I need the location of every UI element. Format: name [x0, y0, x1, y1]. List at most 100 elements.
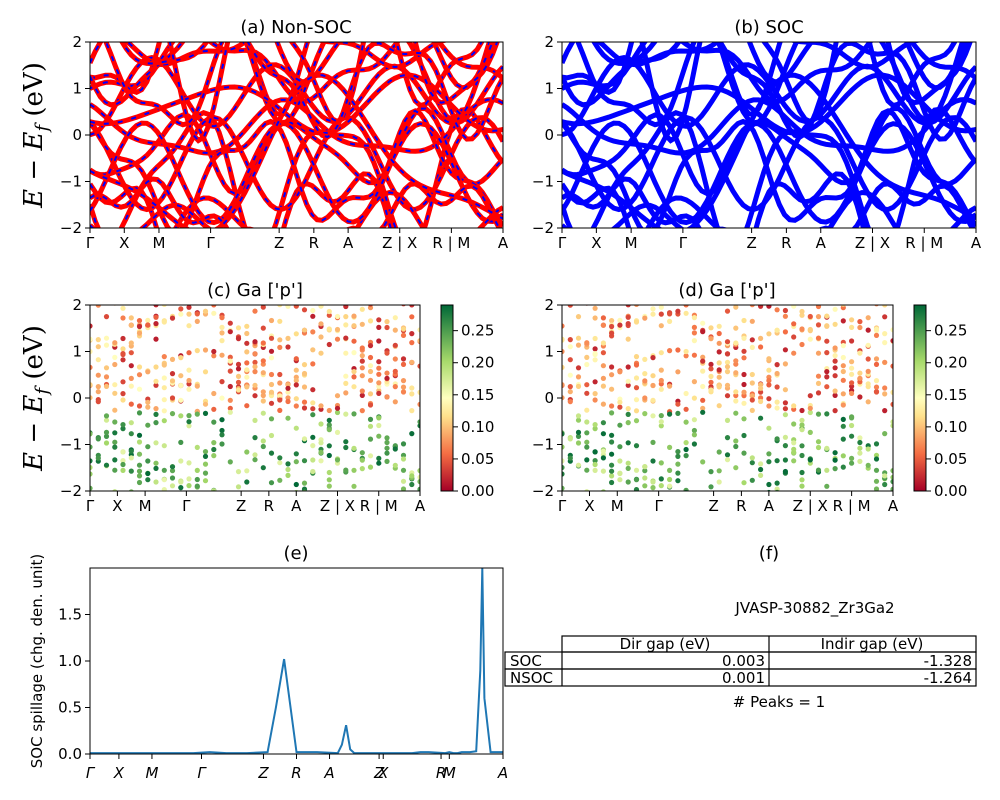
band-point	[335, 238, 340, 243]
band-point	[683, 440, 689, 446]
band-point	[318, 350, 324, 356]
band-point	[252, 359, 258, 365]
band-point	[824, 276, 829, 281]
band-point	[733, 517, 738, 522]
band-point	[675, 461, 681, 467]
band-point	[376, 324, 382, 330]
band-point	[228, 553, 233, 558]
band-point	[873, 456, 880, 462]
band-point	[417, 543, 422, 548]
band-point	[161, 443, 167, 449]
band-point	[326, 422, 332, 428]
x-tick-label: R	[781, 234, 791, 252]
band-point	[724, 417, 731, 423]
band-point	[186, 413, 192, 419]
band-point	[815, 305, 822, 310]
band-point	[136, 403, 143, 409]
band-point	[815, 314, 822, 320]
band-point	[667, 483, 673, 489]
band-point	[244, 367, 250, 373]
band-point	[890, 486, 893, 491]
band-point	[684, 523, 689, 528]
band-point	[227, 405, 233, 411]
band-point	[392, 384, 398, 390]
band-point	[650, 306, 656, 312]
x-tick-label: A	[971, 234, 982, 252]
panel-a-title: (a) Non-SOC	[240, 17, 351, 38]
band-point	[334, 409, 341, 416]
band-point	[675, 410, 681, 416]
table-row	[504, 668, 977, 687]
band-point	[178, 373, 184, 379]
band-point	[318, 334, 324, 340]
x-tick-label: Γ	[197, 764, 207, 782]
band-point	[128, 322, 134, 328]
band-point	[782, 468, 789, 475]
band-point	[268, 416, 275, 422]
band-point	[882, 574, 887, 579]
band-point	[576, 280, 581, 285]
colorbar-tick-label: 0.25	[934, 322, 967, 340]
band-point	[244, 403, 250, 409]
x-tick-label: A	[291, 497, 302, 515]
band-point	[633, 408, 640, 414]
band-point	[568, 261, 573, 266]
band-point	[562, 382, 565, 388]
band-point	[178, 479, 184, 485]
band-point	[417, 419, 420, 425]
band-point	[128, 489, 134, 491]
band-point	[675, 449, 681, 455]
band-point	[766, 459, 772, 465]
panel-c-ylabel: E − Ef (eV)	[19, 325, 53, 472]
band-point	[600, 363, 607, 369]
band-point	[824, 483, 830, 489]
band-point	[724, 457, 731, 463]
band-point	[642, 395, 648, 401]
band-point	[417, 280, 422, 285]
band-point	[675, 273, 680, 278]
band-point	[194, 476, 200, 483]
band-point	[758, 269, 763, 274]
band-point	[302, 257, 307, 262]
band-point	[161, 397, 167, 403]
band-point	[112, 444, 118, 450]
band-point	[658, 423, 664, 429]
band-point	[807, 336, 813, 342]
band-line	[562, 42, 973, 144]
band-point	[162, 292, 167, 297]
band-point	[384, 370, 390, 376]
band-point	[244, 522, 249, 527]
band-point	[808, 238, 813, 243]
row-nsoc-dir: 0.001	[722, 669, 765, 687]
band-point	[318, 421, 324, 427]
band-point	[758, 344, 764, 350]
band-point	[318, 233, 323, 238]
band-point	[675, 347, 681, 353]
band-point	[235, 469, 242, 475]
band-point	[252, 452, 258, 458]
band-point	[153, 254, 158, 259]
band-point	[749, 397, 755, 403]
band-point	[749, 455, 755, 461]
band-point	[335, 291, 340, 296]
band-line-dash	[120, 42, 494, 89]
band-point	[318, 283, 323, 288]
colorbar-d: 0.00 0.05 0.10 0.15 0.20 0.25	[913, 304, 967, 500]
band-point	[310, 276, 315, 281]
band-point	[359, 358, 365, 364]
band-point	[592, 379, 598, 385]
band-point	[650, 413, 656, 419]
y-tick-label: 0	[544, 389, 554, 407]
band-point	[815, 380, 822, 386]
band-point	[351, 411, 357, 417]
band-point	[400, 456, 407, 462]
band-point	[153, 420, 159, 426]
band-line	[610, 202, 976, 228]
band-point	[799, 407, 805, 414]
row-nsoc-indir: -1.264	[924, 669, 972, 687]
band-point	[691, 330, 698, 336]
band-point	[575, 440, 582, 446]
band-point	[584, 277, 589, 282]
band-point	[791, 283, 796, 288]
band-point	[343, 551, 348, 556]
